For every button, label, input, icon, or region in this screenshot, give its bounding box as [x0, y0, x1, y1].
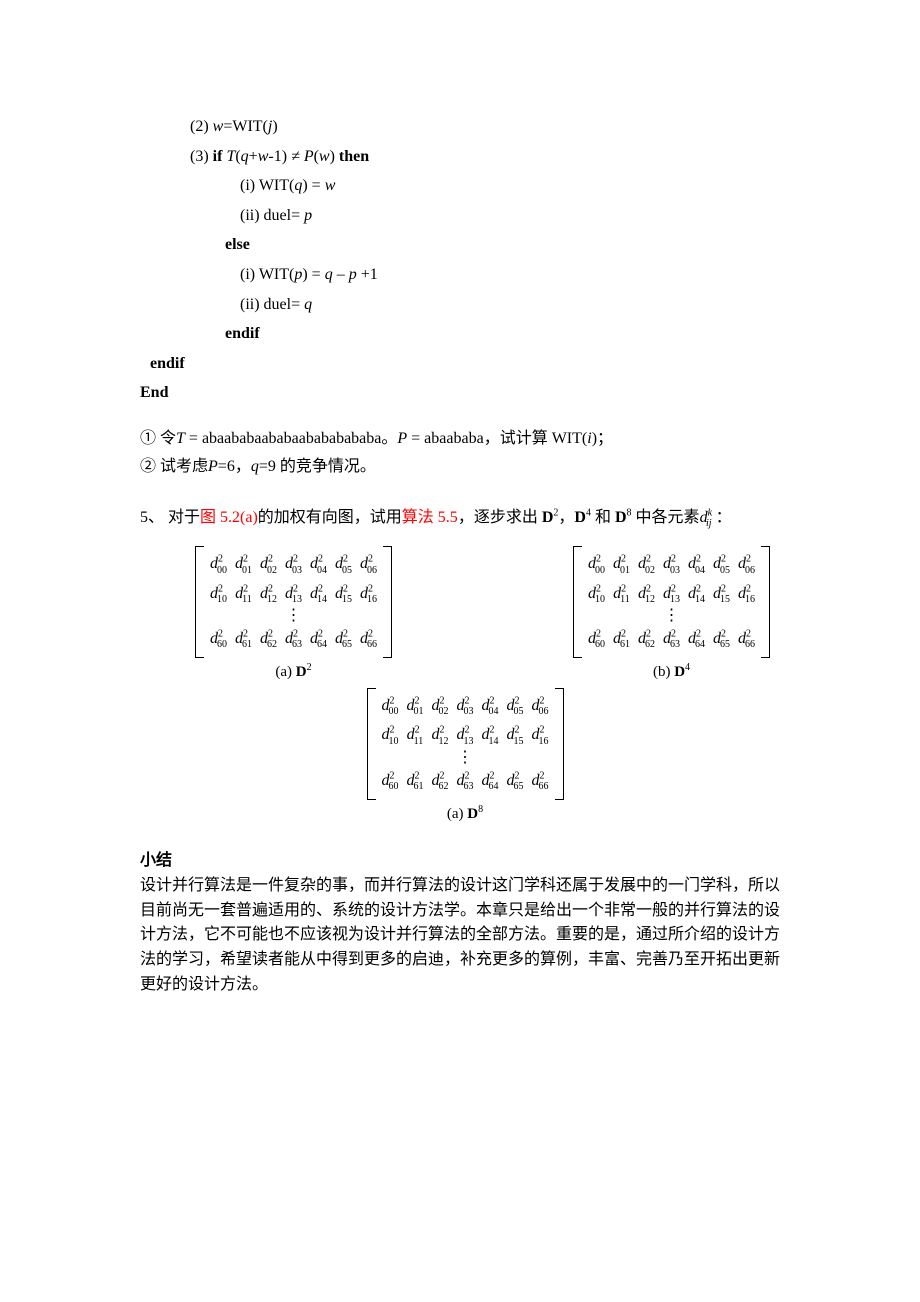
var-w: w — [213, 118, 224, 135]
text: (ii) duel= — [240, 296, 304, 313]
text: =WIT( — [223, 118, 268, 135]
matrix-label-b: (b) D4 — [573, 660, 770, 684]
D: D — [296, 664, 307, 680]
var-T: T — [176, 430, 185, 447]
code-line-2: (2) w=WIT(j) — [140, 114, 790, 140]
page: (2) w=WIT(j) (3) if T(q+w-1) ≠ P(w) then… — [0, 0, 920, 1058]
text: =6， — [218, 458, 251, 475]
text: ： — [712, 509, 732, 526]
D: D — [574, 509, 586, 526]
matrix-label-a: (a) D2 — [195, 660, 392, 684]
text: 5、 对于 — [140, 509, 200, 526]
var-w: w — [258, 148, 269, 165]
matrix-table: d200d201d202d203d204d205d206d210d211d212… — [378, 692, 553, 796]
text: ) — [272, 118, 277, 135]
text: )； — [592, 430, 613, 447]
code-block: (2) w=WIT(j) (3) if T(q+w-1) ≠ P(w) then… — [140, 114, 790, 406]
var-w: w — [319, 148, 330, 165]
var-P: P — [208, 458, 218, 475]
text: ，逐步求出 — [458, 509, 542, 526]
text: ) = — [302, 177, 324, 194]
var-P: P — [304, 148, 314, 165]
question-5: 5、 对于图 5.2(a)的加权有向图，试用算法 5.5，逐步求出 D2，D4 … — [140, 505, 790, 532]
text: 中各元素 — [632, 509, 700, 526]
matrix-label-c: (a) D8 — [367, 802, 564, 826]
kw-then: then — [339, 148, 369, 165]
text: ) — [330, 148, 339, 165]
text: ① 令 — [140, 426, 176, 452]
qa-list: ① 令 T = abaababaababaabababababa。P = aba… — [140, 426, 790, 479]
neq: ≠ — [291, 148, 300, 165]
bracket — [573, 546, 582, 658]
kw-endif-inner: endif — [140, 321, 790, 347]
summary-body: 设计并行算法是一件复杂的事，而并行算法的设计这门学科还属于发展中的一门学科，所以… — [140, 874, 790, 998]
text: ， — [558, 509, 574, 526]
alg-ref: 算法 5.5 — [402, 509, 458, 526]
text: ② 试考虑 — [140, 454, 208, 480]
var-P: P — [397, 430, 407, 447]
text: – — [333, 266, 349, 283]
text: (2) — [190, 118, 213, 135]
text: (b) — [653, 664, 674, 680]
sup: 2 — [307, 662, 312, 673]
text: (3) — [190, 148, 213, 165]
qa-item-1: ① 令 T = abaababaababaabababababa。P = aba… — [140, 426, 790, 452]
var-T: T — [226, 148, 235, 165]
D: D — [674, 664, 685, 680]
text: (a) — [447, 806, 467, 822]
matrices-row-1: d200d201d202d203d204d205d206d210d211d212… — [140, 546, 790, 684]
var-p: p — [349, 266, 357, 283]
text: = abaababa，试计算 WIT( — [407, 430, 587, 447]
code-line-3: (3) if T(q+w-1) ≠ P(w) then — [140, 144, 790, 170]
kw-else: else — [140, 232, 790, 258]
D: D — [467, 806, 478, 822]
bracket — [555, 688, 564, 800]
kw-end: End — [140, 380, 790, 406]
code-line-3ii: (ii) duel= p — [140, 203, 790, 229]
kw-if: if — [213, 148, 227, 165]
bracket — [195, 546, 204, 658]
text: (a) — [275, 664, 295, 680]
text: +1 — [357, 266, 378, 283]
matrices-row-2: d200d201d202d203d204d205d206d210d211d212… — [140, 688, 790, 826]
matrix-table: d200d201d202d203d204d205d206d210d211d212… — [584, 550, 759, 654]
qa-item-2: ② 试考虑 P=6，q=9 的竞争情况。 — [140, 454, 790, 480]
code-line-3i: (i) WIT(q) = w — [140, 173, 790, 199]
D: D — [615, 509, 627, 526]
text: = abaababaababaabababababa。 — [185, 430, 397, 447]
sup: 8 — [478, 804, 483, 815]
text: (ii) duel= — [240, 207, 304, 224]
bracket — [367, 688, 376, 800]
text: + — [249, 148, 258, 165]
sup: 4 — [685, 662, 690, 673]
var-q: q — [251, 458, 259, 475]
summary-heading: 小结 — [140, 848, 790, 874]
text: =9 的竞争情况。 — [259, 458, 376, 475]
matrix-D4: d200d201d202d203d204d205d206d210d211d212… — [573, 546, 770, 684]
var-p: p — [304, 207, 312, 224]
D: D — [542, 509, 554, 526]
code-line-else-ii: (ii) duel= q — [140, 292, 790, 318]
matrix-table: d200d201d202d203d204d205d206d210d211d212… — [206, 550, 381, 654]
text: (i) WIT( — [240, 177, 294, 194]
var-q: q — [241, 148, 249, 165]
var-q: q — [304, 296, 312, 313]
text: 和 — [591, 509, 615, 526]
text: ) = — [302, 266, 324, 283]
fig-ref: 图 5.2(a) — [200, 509, 258, 526]
bracket — [383, 546, 392, 658]
bracket — [761, 546, 770, 658]
matrix-D8: d200d201d202d203d204d205d206d210d211d212… — [367, 688, 564, 826]
text: (i) WIT( — [240, 266, 294, 283]
matrix-D2: d200d201d202d203d204d205d206d210d211d212… — [195, 546, 392, 684]
kw-endif-outer: endif — [140, 351, 790, 377]
text: -1) — [268, 148, 291, 165]
var-q: q — [325, 266, 333, 283]
text: 的加权有向图，试用 — [258, 509, 402, 526]
var-w: w — [325, 177, 336, 194]
code-line-else-i: (i) WIT(p) = q – p +1 — [140, 262, 790, 288]
